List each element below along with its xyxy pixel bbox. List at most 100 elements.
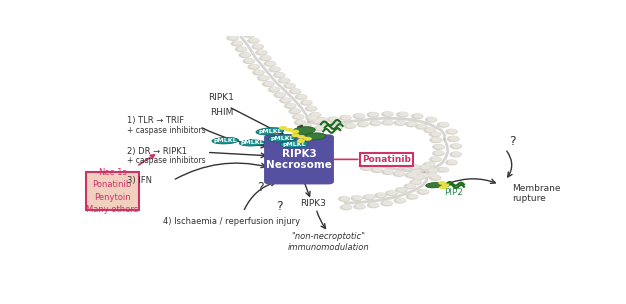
Circle shape [339, 115, 352, 121]
Circle shape [356, 204, 365, 209]
Text: RHIM: RHIM [210, 108, 233, 117]
Circle shape [289, 109, 301, 115]
Circle shape [292, 89, 301, 93]
Circle shape [297, 135, 305, 139]
Circle shape [332, 125, 342, 130]
Circle shape [449, 143, 462, 149]
Circle shape [384, 120, 393, 124]
Circle shape [355, 113, 364, 118]
Circle shape [419, 173, 428, 178]
Circle shape [311, 112, 321, 117]
Circle shape [373, 167, 382, 172]
Circle shape [367, 112, 379, 118]
Circle shape [432, 150, 444, 156]
Circle shape [437, 122, 449, 128]
Text: Ponatinib: Ponatinib [362, 155, 411, 164]
Circle shape [449, 136, 459, 141]
Circle shape [284, 103, 297, 109]
Circle shape [406, 194, 418, 200]
Text: 3) IFN: 3) IFN [126, 176, 151, 185]
Circle shape [346, 123, 356, 128]
Circle shape [416, 173, 429, 179]
Circle shape [280, 78, 290, 82]
Circle shape [270, 87, 280, 92]
Circle shape [341, 196, 350, 201]
Circle shape [237, 47, 247, 51]
Circle shape [242, 58, 255, 64]
Circle shape [360, 165, 372, 171]
Circle shape [292, 133, 300, 137]
Circle shape [311, 118, 324, 124]
Circle shape [247, 38, 260, 44]
Circle shape [377, 193, 386, 197]
Circle shape [353, 204, 366, 210]
Circle shape [406, 184, 416, 188]
Circle shape [445, 160, 458, 166]
Ellipse shape [280, 141, 308, 148]
Circle shape [426, 127, 435, 132]
Circle shape [279, 98, 292, 104]
Circle shape [439, 122, 449, 127]
Circle shape [452, 143, 461, 148]
Circle shape [279, 126, 287, 130]
Circle shape [366, 157, 379, 163]
Circle shape [247, 64, 260, 70]
Circle shape [383, 201, 393, 205]
Ellipse shape [292, 127, 316, 134]
Circle shape [369, 157, 378, 162]
Text: PIP2: PIP2 [444, 188, 463, 197]
Circle shape [428, 183, 438, 188]
Circle shape [252, 70, 265, 76]
Circle shape [400, 163, 409, 168]
Circle shape [300, 100, 312, 106]
Circle shape [448, 129, 457, 133]
Circle shape [291, 109, 300, 113]
Circle shape [259, 55, 272, 61]
Circle shape [408, 194, 418, 199]
Text: 4) Ischaemia / reperfusion injury: 4) Ischaemia / reperfusion injury [163, 217, 300, 226]
Circle shape [302, 100, 312, 105]
Ellipse shape [212, 137, 239, 144]
Circle shape [393, 171, 405, 177]
Circle shape [384, 112, 393, 116]
Circle shape [259, 76, 269, 80]
Circle shape [351, 195, 363, 201]
Circle shape [404, 172, 417, 178]
Circle shape [432, 137, 441, 142]
Circle shape [379, 159, 389, 164]
Circle shape [266, 61, 275, 66]
Ellipse shape [304, 133, 326, 140]
FancyBboxPatch shape [264, 134, 334, 185]
Circle shape [316, 117, 329, 123]
Circle shape [414, 175, 424, 180]
Circle shape [304, 137, 312, 141]
Circle shape [447, 136, 459, 142]
Circle shape [295, 94, 307, 100]
Text: immunomodulation: immunomodulation [287, 243, 369, 252]
Circle shape [410, 164, 419, 169]
Circle shape [387, 161, 400, 167]
Circle shape [409, 179, 422, 185]
Ellipse shape [256, 128, 284, 135]
Circle shape [449, 151, 462, 157]
Circle shape [398, 163, 410, 169]
Circle shape [413, 114, 423, 118]
Text: Nec-1s
Ponatinib
Penytoin
Many others: Nec-1s Ponatinib Penytoin Many others [86, 168, 138, 214]
Circle shape [436, 167, 449, 173]
Circle shape [319, 117, 328, 122]
Circle shape [297, 139, 305, 143]
Circle shape [285, 128, 294, 132]
Circle shape [423, 127, 436, 133]
Circle shape [417, 189, 429, 195]
Text: RIPK1: RIPK1 [208, 93, 234, 102]
Circle shape [426, 168, 438, 174]
Circle shape [284, 83, 296, 89]
Circle shape [429, 137, 442, 143]
Circle shape [449, 136, 459, 140]
Ellipse shape [268, 135, 296, 142]
Circle shape [425, 162, 435, 167]
Circle shape [445, 129, 458, 135]
Circle shape [252, 44, 264, 50]
Circle shape [394, 198, 406, 204]
Circle shape [229, 35, 239, 40]
